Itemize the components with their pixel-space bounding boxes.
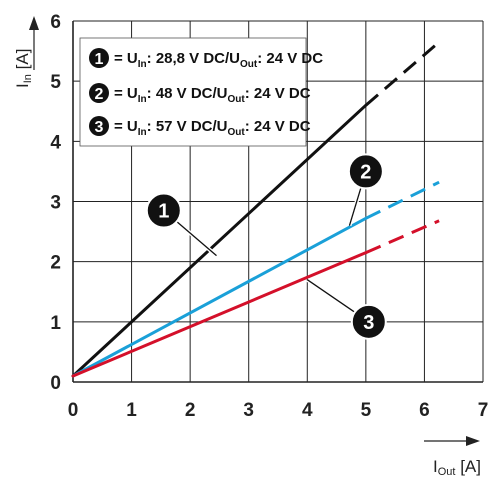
y-tick-label-4: 4	[50, 132, 61, 153]
legend-entry-3: 3 = UIn: 57 V DC/UOut: 24 V DC	[89, 116, 311, 138]
y-axis-title-text: IIn [A]	[13, 49, 34, 88]
legend-entry-2: 2 = UIn: 48 V DC/UOut: 24 V DC	[89, 83, 311, 105]
callout-badge-2	[347, 153, 384, 190]
x-tick-label-6: 6	[419, 400, 430, 421]
series-3-dashed-line	[365, 219, 440, 254]
series-callout-3: 3	[306, 278, 387, 340]
legend-box	[79, 37, 307, 147]
y-tick-label-5: 5	[50, 72, 61, 93]
callout-badge-3	[350, 303, 387, 340]
series-1-solid-line	[71, 103, 368, 378]
series-1-dashed-line	[364, 40, 441, 107]
series-lines	[71, 40, 441, 378]
y-tick-label-1: 1	[50, 313, 61, 334]
series-3-solid-line	[71, 251, 368, 378]
y-tick-label-2: 2	[50, 253, 61, 274]
x-axis-title-text: IOut [A]	[433, 457, 481, 478]
legend-text-2: = UIn: 48 V DC/UOut: 24 V DC	[114, 85, 311, 105]
callout-badge-1	[145, 192, 182, 229]
y-tick-label-3: 3	[50, 193, 61, 214]
series-callout-2: 2	[347, 153, 384, 227]
series-callouts: 1 2 3	[145, 153, 387, 340]
legend-badge-2	[89, 83, 109, 103]
callout-label-3: 3	[363, 312, 374, 334]
y-axis-title-arrowhead	[29, 16, 39, 30]
callout-label-1: 1	[158, 201, 169, 223]
series-2-solid-line	[71, 216, 368, 378]
x-tick-label-1: 1	[126, 400, 137, 421]
legend-badge-label-2: 2	[95, 86, 104, 103]
legend-text-1: = UIn: 28,8 V DC/UOut: 24 V DC	[114, 50, 323, 70]
x-tick-label-2: 2	[185, 400, 196, 421]
y-tick-label-6: 6	[50, 12, 61, 33]
x-axis-title: IOut [A]	[424, 436, 481, 478]
series-callout-1: 1	[145, 192, 218, 258]
legend-badge-label-3: 3	[95, 119, 104, 136]
x-tick-label-3: 3	[243, 400, 254, 421]
legend-entry-1: 1 = UIn: 28,8 V DC/UOut: 24 V DC	[89, 48, 323, 70]
x-tick-label-7: 7	[478, 400, 489, 421]
axes	[72, 21, 483, 383]
legend: 1 = UIn: 28,8 V DC/UOut: 24 V DC 2 = UIn…	[79, 37, 323, 147]
x-tick-label-5: 5	[361, 400, 372, 421]
x-tick-labels: 0 1 2 3 4 5 6 7	[68, 400, 489, 421]
x-tick-label-0: 0	[68, 400, 79, 421]
series-2-dashed-line	[365, 180, 440, 220]
legend-badge-label-1: 1	[95, 51, 104, 68]
legend-badge-3	[89, 116, 109, 136]
x-tick-label-4: 4	[302, 400, 313, 421]
x-axis-title-arrowhead	[466, 436, 480, 446]
legend-text-3: = UIn: 57 V DC/UOut: 24 V DC	[114, 118, 311, 138]
y-tick-label-0: 0	[50, 373, 61, 394]
callout-label-2: 2	[360, 161, 371, 183]
y-tick-labels: 0 1 2 3 4 5 6	[50, 12, 61, 394]
legend-badge-1	[89, 48, 109, 68]
y-axis-title: IIn [A]	[13, 16, 39, 88]
